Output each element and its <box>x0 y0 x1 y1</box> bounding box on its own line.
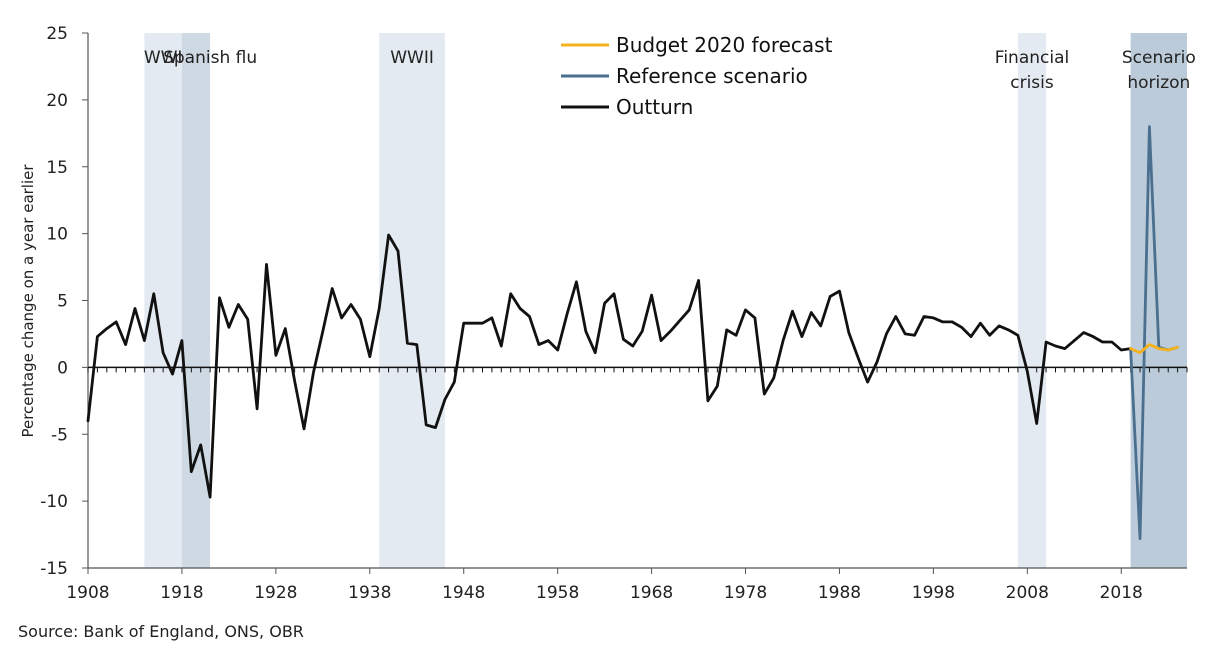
annotation-4: Scenario horizon <box>1122 48 1196 93</box>
annotation-1: Spanish flu <box>163 48 257 68</box>
x-tick-label: 1998 <box>912 583 955 603</box>
shaded-band-3 <box>1017 33 1047 568</box>
annotation-3: Financial crisis <box>995 48 1069 93</box>
y-tick-label: 5 <box>57 292 68 312</box>
x-tick-label: 1948 <box>442 583 485 603</box>
annotation-0: WWI <box>144 48 183 68</box>
annotation-line: WWII <box>390 48 434 68</box>
annotation-2: WWII <box>390 48 434 68</box>
axes: -15 -10 -5 0 5 10 15 20 25 1908 1918 1928 1938 1948 19… <box>40 24 1188 603</box>
y-axis-label: Percentage change on a year earlier <box>19 164 37 438</box>
series-line-outturn <box>86 233 1132 499</box>
shaded-band-4 <box>1130 33 1187 568</box>
annotation-line: horizon <box>1127 73 1190 93</box>
x-tick-label: 1938 <box>348 583 391 603</box>
source-note: Source: Bank of England, ONS, OBR <box>18 622 304 641</box>
annotation-line: Financial <box>995 48 1069 68</box>
x-tick-label: 1928 <box>254 583 297 603</box>
y-tick-label: 10 <box>46 225 68 245</box>
x-tick-label: 1908 <box>66 583 109 603</box>
y-tick-label: -10 <box>40 492 68 512</box>
y-tick-label: -15 <box>40 559 68 579</box>
y-tick-label: 25 <box>46 24 68 44</box>
y-tick-label: -5 <box>51 425 68 445</box>
y-tick-label: 15 <box>46 158 68 178</box>
y-tick-label: 0 <box>57 358 68 378</box>
shaded-band-2 <box>379 33 445 568</box>
series-line-budget-2020-forecast <box>1129 343 1179 355</box>
y-tick-label: 20 <box>46 91 68 111</box>
x-tick-label: 1988 <box>818 583 861 603</box>
x-tick-label: 1958 <box>536 583 579 603</box>
shaded-band-0 <box>144 33 182 568</box>
x-tick-label: 2018 <box>1100 583 1143 603</box>
annotation-line: WWI <box>144 48 183 68</box>
annotation-line: Scenario <box>1122 48 1196 68</box>
x-tick-label: 1978 <box>724 583 767 603</box>
legend-label: Budget 2020 forecast <box>616 33 833 57</box>
shaded-band-1 <box>181 33 211 568</box>
legend-label: Reference scenario <box>616 64 808 88</box>
annotation-line: Spanish flu <box>163 48 257 68</box>
annotation-line: crisis <box>1010 73 1054 93</box>
legend: Budget 2020 forecast Reference scenario Ou… <box>561 33 833 119</box>
x-tick-label: 1918 <box>160 583 203 603</box>
series-lines <box>86 125 1179 540</box>
x-tick-label: 1968 <box>630 583 673 603</box>
x-tick-label: 2008 <box>1006 583 1049 603</box>
legend-label: Outturn <box>616 95 693 119</box>
